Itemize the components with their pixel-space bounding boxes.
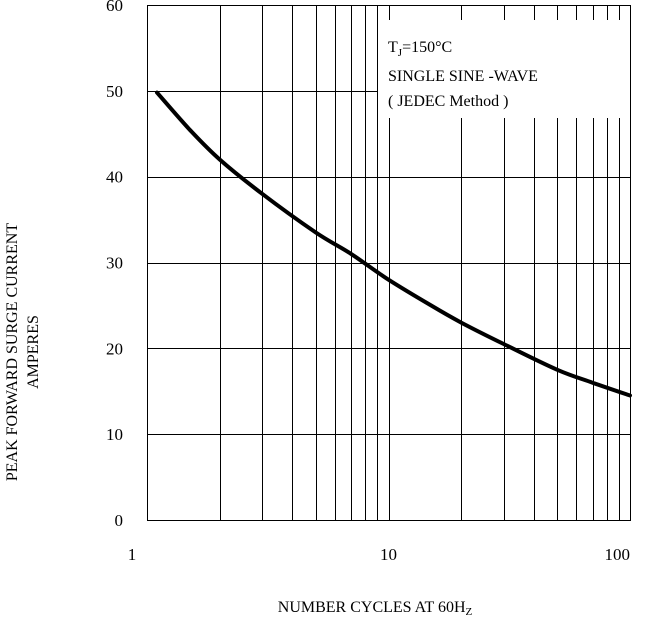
- plot-frame: [147, 5, 631, 521]
- annotation-method: ( JEDEC Method ): [388, 93, 508, 110]
- annotation-box: [378, 20, 630, 118]
- y-tick-label: 20: [106, 339, 123, 358]
- y-tick-label: 60: [106, 0, 123, 15]
- x-axis-title: NUMBER CYCLES AT 60HZ: [278, 599, 473, 618]
- y-tick-label: 10: [106, 425, 123, 444]
- annotation-waveform: SINGLE SINE -WAVE: [388, 68, 538, 85]
- y-tick-label: 0: [115, 511, 124, 530]
- y-axis-title-line1: PEAK FORWARD SURGE CURRENT: [4, 223, 21, 481]
- tick-label-layer: 0 10 20 30 40 50 60 1 10 100: [106, 0, 630, 564]
- surge-current-curve: [155, 90, 632, 398]
- x-tick-label: 100: [605, 545, 631, 564]
- annotation-junction-temp: TJ=150°C: [388, 39, 452, 59]
- x-tick-label: 10: [380, 545, 397, 564]
- curve-layer: [155, 90, 632, 398]
- y-tick-label: 50: [106, 82, 123, 101]
- y-axis-title-line2: AMPERES: [25, 315, 42, 389]
- y-tick-label: 40: [106, 168, 123, 187]
- y-tick-label: 30: [106, 254, 123, 273]
- x-tick-label: 1: [128, 545, 137, 564]
